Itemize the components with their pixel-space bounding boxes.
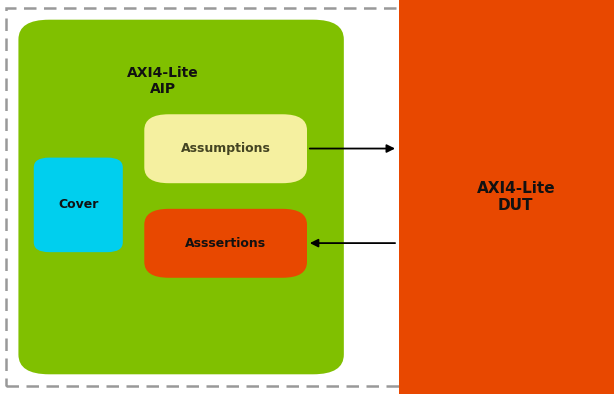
Text: AXI4-Lite
DUT: AXI4-Lite DUT xyxy=(476,181,555,213)
Text: AXI4-Lite
AIP: AXI4-Lite AIP xyxy=(127,66,198,96)
Text: Assumptions: Assumptions xyxy=(181,142,271,155)
FancyBboxPatch shape xyxy=(18,20,344,374)
Bar xyxy=(399,0,614,394)
Text: Cover: Cover xyxy=(58,199,99,211)
Text: Asssertions: Asssertions xyxy=(185,237,266,249)
FancyBboxPatch shape xyxy=(144,114,307,183)
FancyBboxPatch shape xyxy=(34,158,123,252)
FancyBboxPatch shape xyxy=(144,209,307,278)
